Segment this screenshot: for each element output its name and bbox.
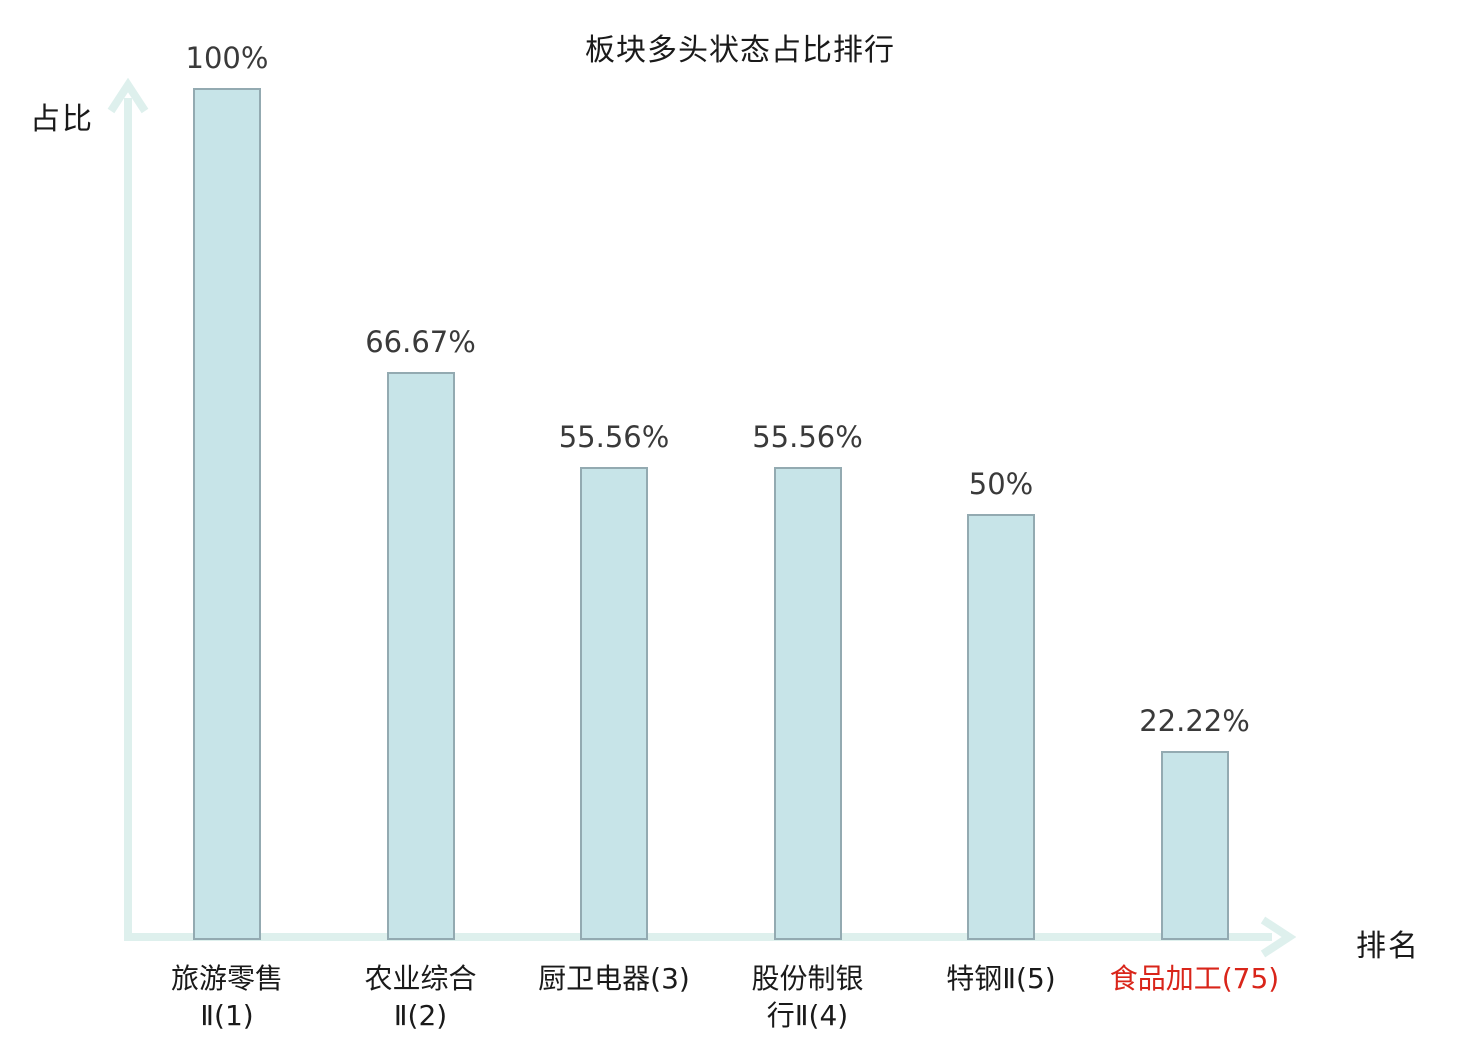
bar-category-label: 特钢Ⅱ(5) bbox=[946, 962, 1056, 995]
bar bbox=[386, 372, 455, 940]
bar bbox=[967, 514, 1035, 940]
bar-category-label: 农业综合 Ⅱ(2) bbox=[364, 962, 477, 1032]
bar-category-label: 厨卫电器(3) bbox=[538, 962, 690, 995]
bar-category-label: 食品加工(75) bbox=[1109, 962, 1280, 995]
bar-value-label: 55.56% bbox=[752, 420, 863, 454]
bar-value-label: 50% bbox=[968, 467, 1034, 501]
bar-value-label: 22.22% bbox=[1139, 704, 1250, 738]
bar bbox=[580, 467, 648, 940]
bar bbox=[1160, 751, 1229, 940]
y-axis-arrow-icon bbox=[107, 78, 149, 114]
bar-value-label: 55.56% bbox=[558, 420, 670, 454]
bar bbox=[193, 88, 261, 940]
bar-value-label: 66.67% bbox=[365, 325, 476, 359]
y-axis-line bbox=[124, 98, 132, 941]
bar-category-label: 旅游零售 Ⅱ(1) bbox=[170, 962, 283, 1032]
y-axis-label: 占比 bbox=[30, 102, 94, 137]
bar bbox=[773, 467, 842, 940]
x-axis-arrow-icon bbox=[1260, 916, 1296, 958]
x-axis-label: 排名 bbox=[1356, 929, 1420, 964]
bar-category-label: 股份制银 行Ⅱ(4) bbox=[751, 962, 864, 1032]
chart-title: 板块多头状态占比排行 bbox=[585, 33, 895, 68]
bar-value-label: 100% bbox=[185, 41, 269, 75]
x-axis-line bbox=[124, 933, 1272, 941]
